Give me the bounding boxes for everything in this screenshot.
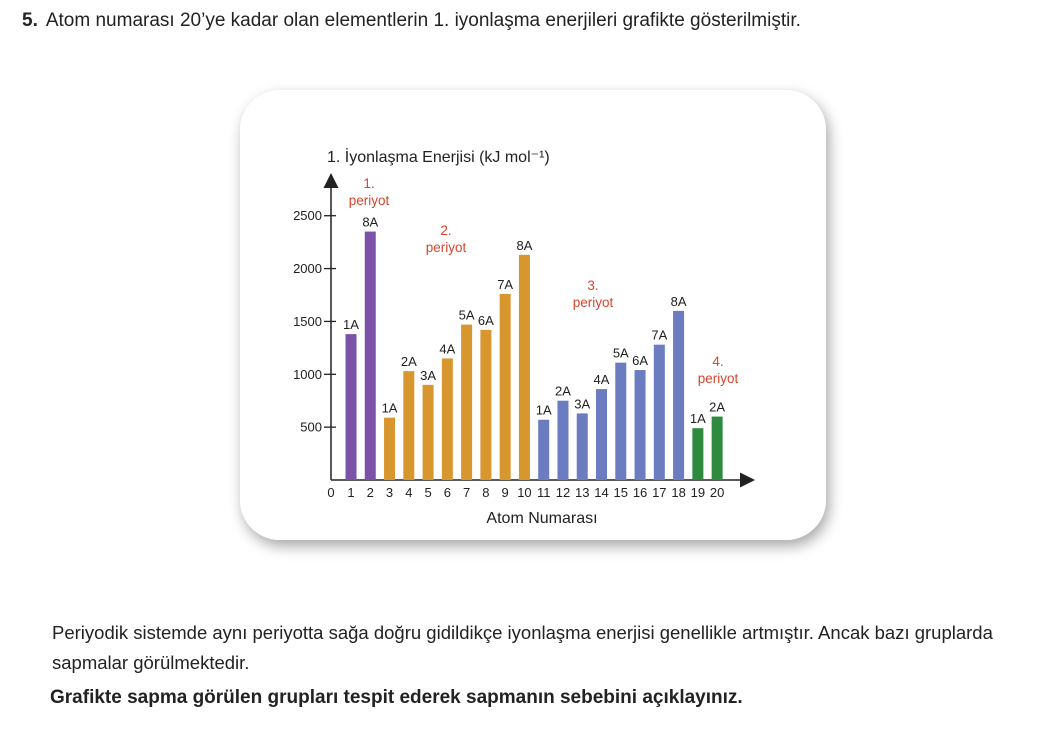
bar — [384, 417, 396, 480]
paragraph: Periyodik sistemde aynı periyotta sağa d… — [52, 622, 993, 673]
y-tick-label: 2000 — [293, 261, 322, 276]
period-label: periyot — [698, 371, 739, 386]
group-label: 2A — [709, 400, 725, 415]
bar — [422, 384, 434, 480]
period-label: periyot — [349, 193, 390, 208]
x-axis-title: Atom Numarası — [486, 510, 597, 527]
group-label: 5A — [613, 346, 629, 361]
period-label: periyot — [426, 240, 467, 255]
bar — [461, 324, 473, 480]
group-label: 2A — [401, 354, 417, 369]
y-tick-label: 1500 — [293, 314, 322, 329]
question: 5. Atom numarası 20’ye kadar olan element… — [22, 10, 801, 32]
bar — [692, 428, 704, 480]
chart: 1. İyonlaşma Enerjisi (kJ mol⁻¹) Atom Num… — [293, 147, 755, 527]
period-label: 1. — [363, 176, 374, 191]
period-label: 4. — [712, 354, 723, 369]
bar — [634, 370, 646, 480]
bar — [596, 389, 608, 480]
group-label: 8A — [671, 294, 687, 309]
group-label: 1A — [343, 317, 359, 332]
group-label: 5A — [459, 308, 475, 323]
x-tick-label: 19 — [691, 485, 705, 500]
x-tick-label: 4 — [405, 485, 412, 500]
group-label: 2A — [555, 384, 571, 399]
bar — [441, 358, 453, 480]
group-label: 3A — [574, 396, 590, 411]
period-label: 3. — [587, 278, 598, 293]
question-number: 5. — [22, 10, 38, 31]
y-tick-label: 2500 — [293, 208, 322, 223]
bar — [518, 254, 530, 480]
x-tick-label: 13 — [575, 485, 589, 500]
group-label: 1A — [536, 403, 552, 418]
group-label: 8A — [516, 238, 532, 253]
x-tick-label: 5 — [424, 485, 431, 500]
bar — [653, 344, 665, 480]
x-tick-label: 8 — [482, 485, 489, 500]
period-label: periyot — [573, 295, 614, 310]
group-label: 1A — [690, 411, 706, 426]
question-text: Atom numarası 20’ye kadar olan elementle… — [45, 10, 801, 31]
group-label: 6A — [478, 313, 494, 328]
x-tick-label: 7 — [463, 485, 470, 500]
bar — [538, 419, 550, 480]
x-tick-label: 20 — [710, 485, 724, 500]
bar — [711, 416, 723, 480]
bar — [480, 329, 492, 480]
instruction: Grafikte sapma görülen grupları tespit e… — [50, 687, 743, 708]
x-tick-label: 11 — [537, 485, 551, 500]
x-tick-label: 1 — [347, 485, 354, 500]
x-tick-label: 14 — [594, 485, 608, 500]
group-label: 6A — [632, 353, 648, 368]
y-tick-label: 1000 — [293, 367, 322, 382]
x-origin-label: 0 — [327, 485, 334, 500]
bar — [557, 400, 569, 480]
bar — [403, 371, 415, 480]
bar — [499, 293, 511, 480]
group-label: 7A — [497, 277, 513, 292]
period-label: 2. — [440, 223, 451, 238]
x-tick-label: 16 — [633, 485, 647, 500]
bar — [615, 362, 627, 480]
x-tick-label: 10 — [517, 485, 531, 500]
x-tick-label: 6 — [444, 485, 451, 500]
group-label: 8A — [362, 215, 378, 230]
x-tick-label: 17 — [652, 485, 666, 500]
group-label: 1A — [382, 401, 398, 416]
x-tick-label: 2 — [367, 485, 374, 500]
x-tick-label: 12 — [556, 485, 570, 500]
group-label: 4A — [594, 372, 610, 387]
y-axis-title: 1. İyonlaşma Enerjisi (kJ mol⁻¹) — [327, 147, 550, 166]
x-tick-label: 15 — [614, 485, 628, 500]
bar — [364, 231, 376, 480]
bar — [673, 310, 685, 480]
group-label: 3A — [420, 368, 436, 383]
y-tick-label: 500 — [300, 420, 322, 435]
bar — [576, 413, 588, 480]
x-tick-label: 9 — [502, 485, 509, 500]
group-label: 4A — [439, 341, 455, 356]
x-tick-label: 18 — [671, 485, 685, 500]
x-tick-label: 3 — [386, 485, 393, 500]
bar — [345, 334, 357, 480]
group-label: 7A — [651, 328, 667, 343]
